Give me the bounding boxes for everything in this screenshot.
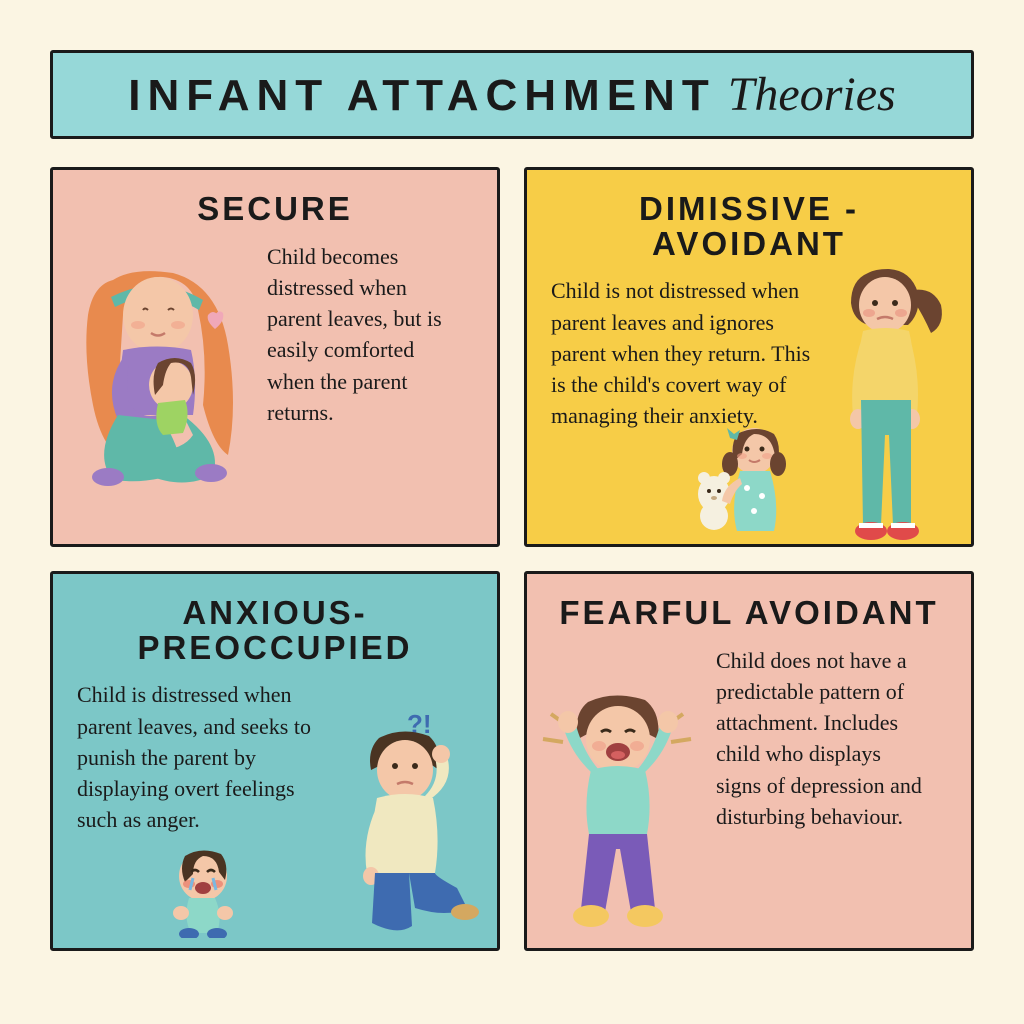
card-dismissive: DIMISSIVE - AVOIDANT Child is not distre…	[524, 167, 974, 547]
title-main: INFANT ATTACHMENT	[128, 71, 715, 120]
child-tantrum-icon	[533, 684, 703, 934]
card-title: DIMISSIVE - AVOIDANT	[551, 192, 947, 261]
mother-standing-icon	[813, 255, 963, 545]
card-secure: SECURE Child becomes distressed when par…	[50, 167, 500, 547]
card-body: Child is not distressed when parent leav…	[551, 275, 811, 431]
baby-crying-icon	[153, 838, 253, 938]
card-grid: SECURE Child becomes distressed when par…	[50, 167, 974, 951]
card-body: Child does not have a predictable patter…	[716, 645, 931, 832]
child-with-teddy-icon	[682, 416, 802, 536]
card-body: Child becomes distressed when parent lea…	[267, 241, 467, 428]
mother-hugging-child-icon	[63, 255, 253, 495]
card-body: Child is distressed when parent leaves, …	[77, 679, 332, 835]
card-fearful: FEARFUL AVOIDANT Child does not have a p…	[524, 571, 974, 951]
title-sub: Theories	[728, 68, 896, 121]
card-title: ANXIOUS-PREOCCUPIED	[77, 596, 473, 665]
card-title: SECURE	[77, 192, 473, 227]
father-confused-icon: ?!	[317, 708, 487, 938]
card-title: FEARFUL AVOIDANT	[551, 596, 947, 631]
title-bar: INFANT ATTACHMENT Theories	[50, 50, 974, 139]
card-anxious: ANXIOUS-PREOCCUPIED Child is distressed …	[50, 571, 500, 951]
